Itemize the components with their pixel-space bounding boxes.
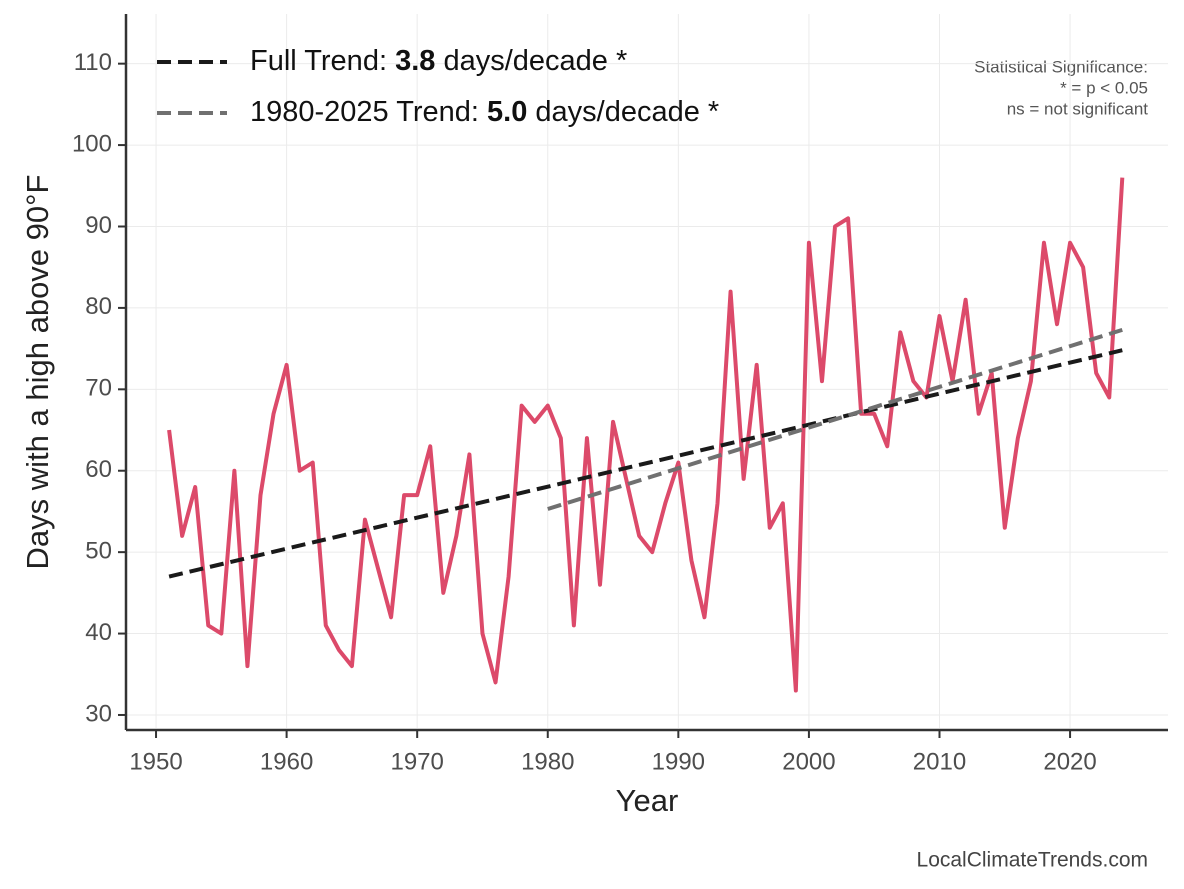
y-tick-label: 40	[85, 619, 112, 646]
x-tick-label: 1990	[652, 748, 705, 775]
y-tick-label: 100	[72, 130, 112, 157]
legend-label: Full Trend: 3.8 days/decade *	[250, 45, 627, 77]
trend-line	[547, 327, 1123, 511]
legend-rate: 5.0	[487, 96, 527, 128]
y-tick-label: 30	[85, 700, 112, 727]
source: LocalClimateTrends.com	[917, 849, 1148, 872]
y-tick-label: 70	[85, 375, 112, 402]
x-tick-label: 2010	[913, 748, 966, 775]
x-tick-label: 2000	[782, 748, 835, 775]
legend-unit	[435, 45, 443, 77]
legend-unit: days/decade *	[535, 96, 719, 128]
annotation: * = p < 0.05	[1060, 78, 1148, 97]
x-tick-label: 2020	[1043, 748, 1096, 775]
legend-name: Full Trend:	[250, 45, 395, 77]
legend-unit: days/decade *	[443, 45, 627, 77]
x-tick-label: 1950	[129, 748, 182, 775]
annotation: Statistical Significance:	[974, 57, 1148, 76]
legend-label: 1980-2025 Trend: 5.0 days/decade *	[250, 96, 719, 128]
y-tick-label: 60	[85, 456, 112, 483]
y-tick-label: 90	[85, 212, 112, 239]
trend-line	[168, 348, 1123, 579]
x-tick-label: 1970	[390, 748, 443, 775]
legend-unit	[527, 96, 535, 128]
y-axis-title: Days with a high above 90°F	[20, 175, 55, 570]
x-tick-label: 1980	[521, 748, 574, 775]
y-tick-label: 80	[85, 293, 112, 320]
x-tick-label: 1960	[260, 748, 313, 775]
legend-name: 1980-2025 Trend:	[250, 96, 487, 128]
annotation: ns = not significant	[1007, 99, 1149, 118]
data-line	[167, 177, 1125, 693]
y-tick-label: 50	[85, 537, 112, 564]
legend-rate: 3.8	[395, 45, 435, 77]
x-axis-title: Year	[616, 783, 679, 818]
y-tick-label: 110	[74, 49, 112, 76]
